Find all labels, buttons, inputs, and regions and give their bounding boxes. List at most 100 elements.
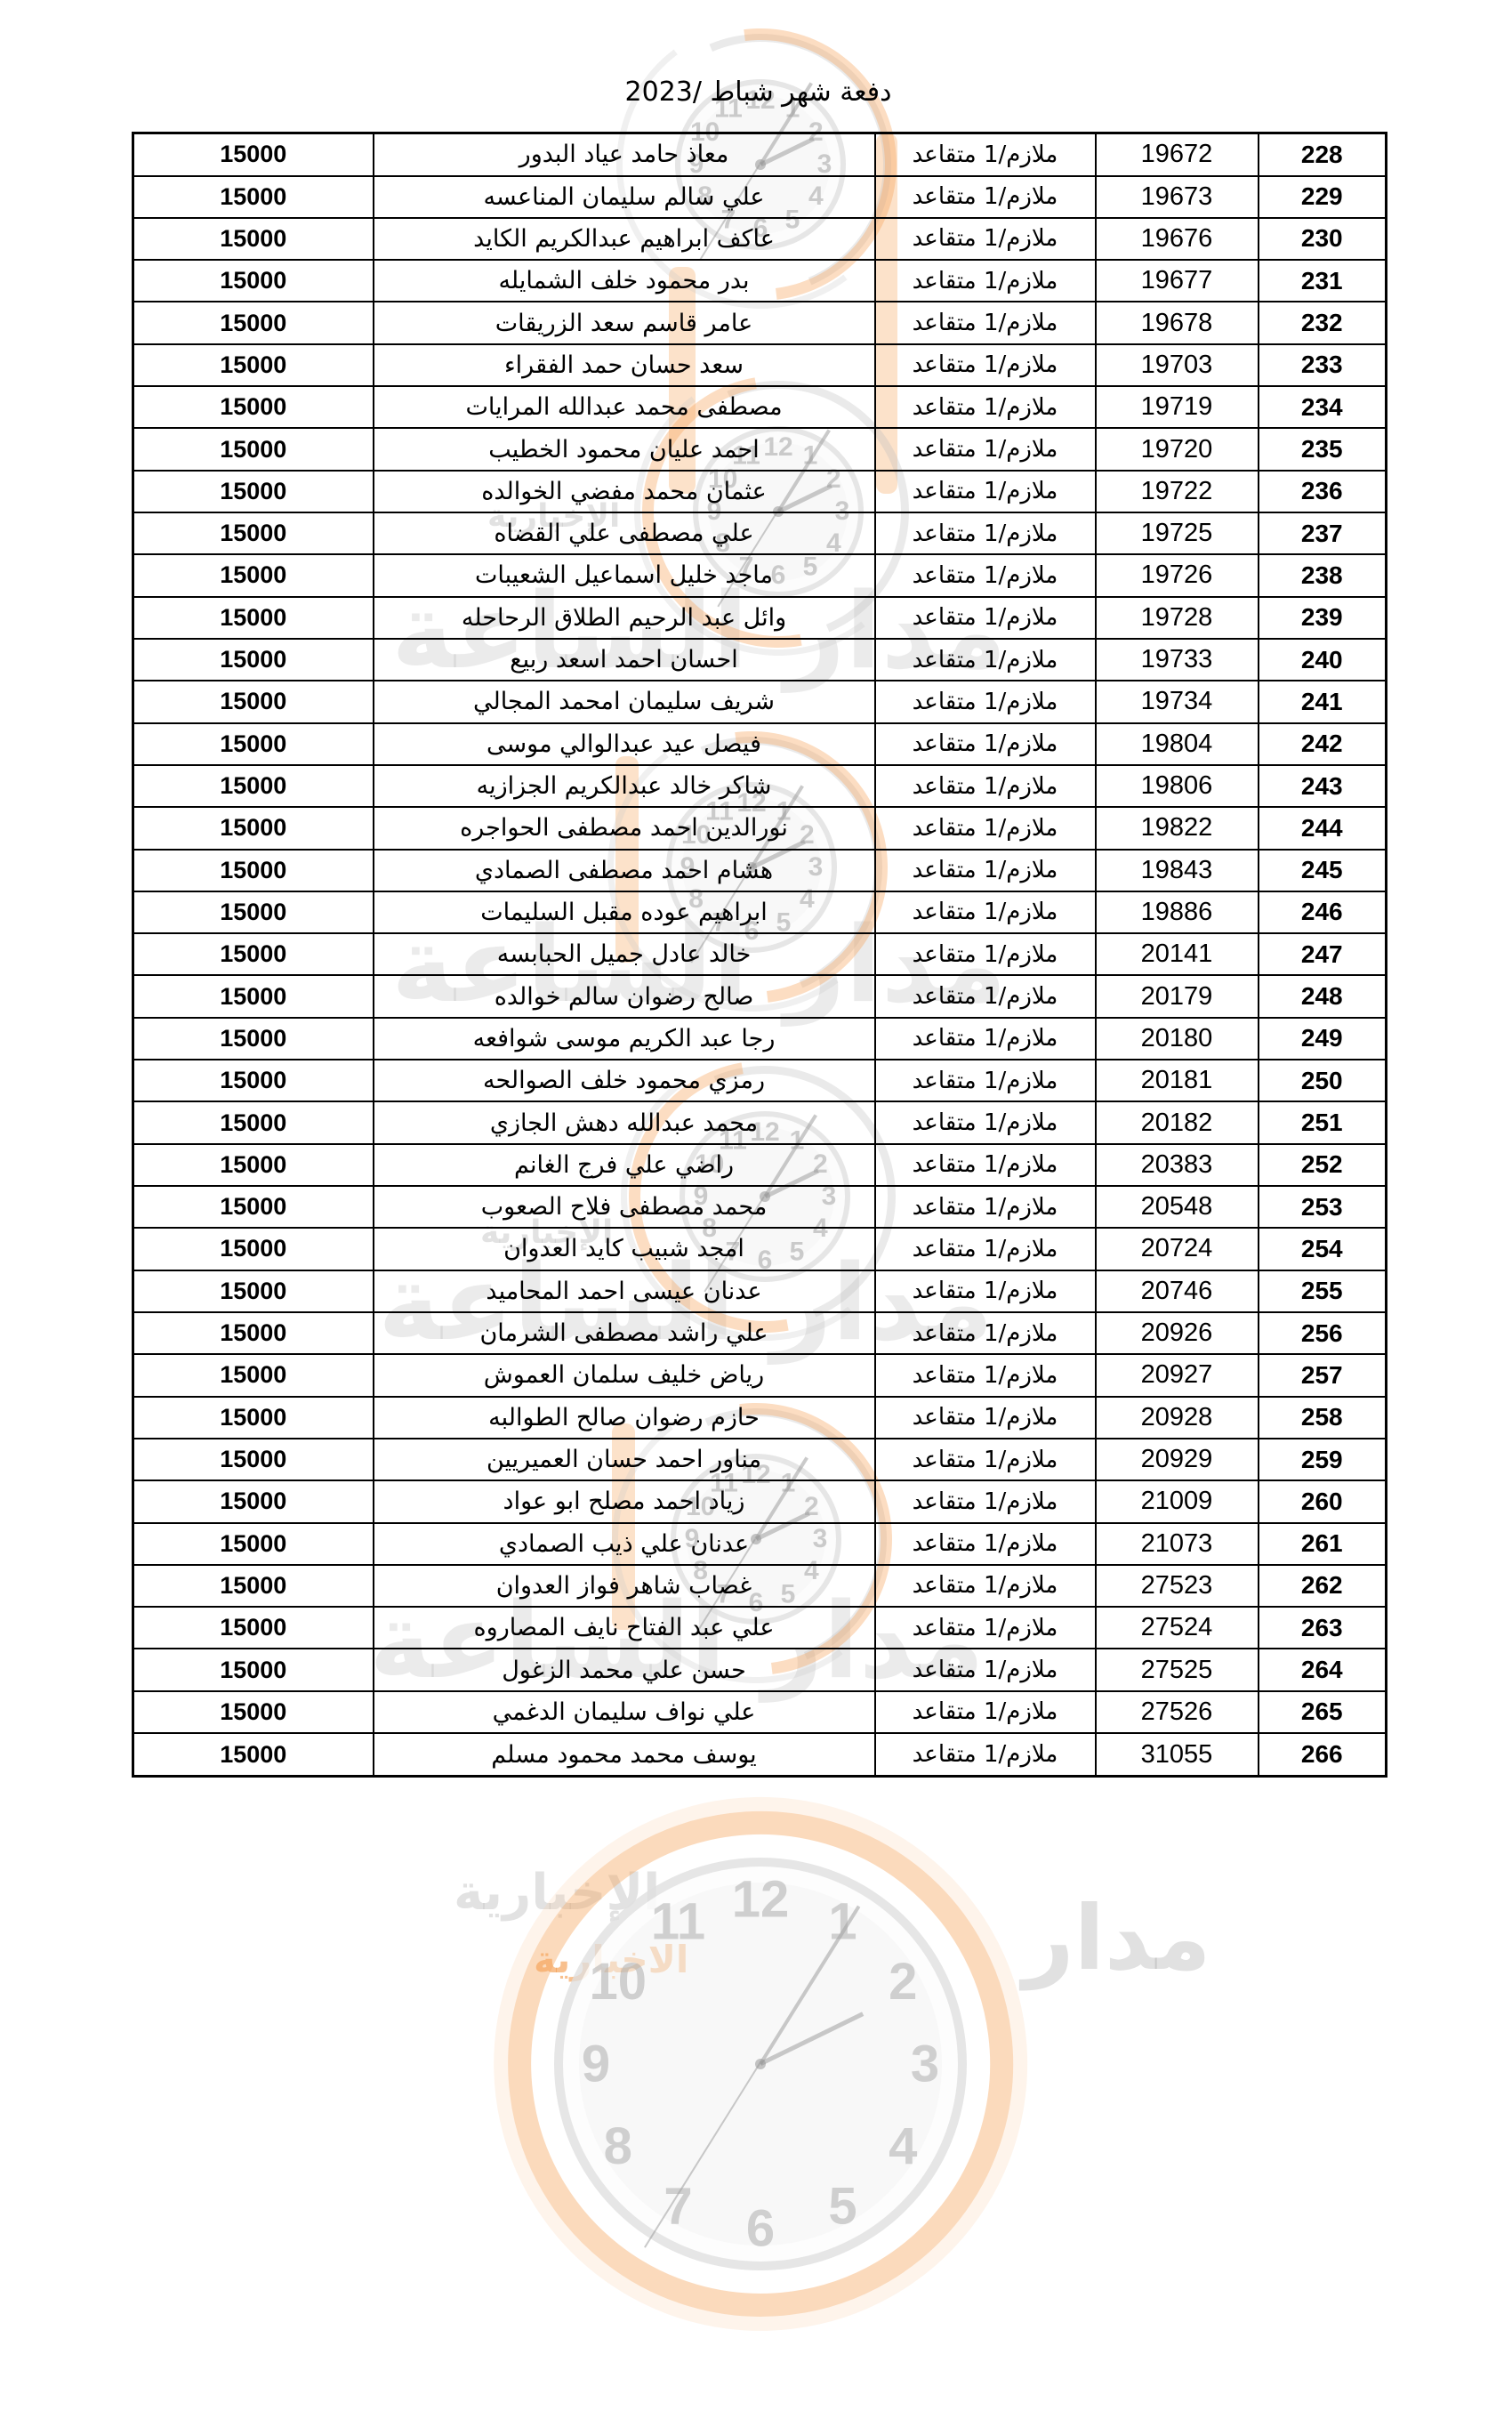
name-cell: علي سالم سليمان المناعسه	[372, 174, 876, 219]
amount-cell: 15000	[132, 132, 374, 177]
name-cell: بدر محمود خلف الشمايله	[372, 259, 876, 303]
id-cell: 20927	[1094, 1353, 1259, 1398]
clock-numeral: 9	[581, 2035, 611, 2093]
serial-cell: 249	[1257, 1016, 1387, 1061]
table-row: 15000 هشام احمد مصطفى الصمادي ملازم/1 مت…	[132, 848, 1387, 892]
clock-numeral: 6	[745, 2199, 776, 2258]
name-cell: مناور احمد حسان العميريين	[372, 1437, 876, 1482]
name-cell: رياض خليف سلمان العموش	[372, 1353, 876, 1398]
serial-cell: 238	[1257, 553, 1387, 598]
serial-cell: 241	[1257, 680, 1387, 724]
rank-cell: ملازم/1 متقاعد	[873, 848, 1097, 892]
amount-cell: 15000	[132, 1059, 374, 1103]
id-cell: 19734	[1094, 680, 1259, 724]
amount-cell: 15000	[132, 1016, 374, 1061]
rank-cell: ملازم/1 متقاعد	[873, 1184, 1097, 1230]
id-cell: 20746	[1094, 1269, 1259, 1313]
amount-cell: 15000	[132, 637, 374, 682]
amount-cell: 15000	[132, 1184, 374, 1230]
id-cell: 19804	[1094, 722, 1259, 766]
rank-cell: ملازم/1 متقاعد	[873, 301, 1097, 345]
rank-cell: ملازم/1 متقاعد	[873, 259, 1097, 303]
table-row: 15000 حسن علي محمد الزغول ملازم/1 متقاعد…	[132, 1648, 1387, 1692]
name-cell: هشام احمد مصطفى الصمادي	[372, 848, 876, 892]
amount-cell: 15000	[132, 1310, 374, 1356]
table-row: 15000 احسان احمد اسعد ربيع ملازم/1 متقاع…	[132, 637, 1387, 682]
name-cell: غصاب شاهر فواز العدوان	[372, 1563, 876, 1609]
serial-cell: 228	[1257, 132, 1387, 177]
amount-cell: 15000	[132, 1563, 374, 1609]
table-row: 15000 رجا عبد الكريم موسى شوافعه ملازم/1…	[132, 1016, 1387, 1061]
serial-cell: 254	[1257, 1227, 1387, 1271]
serial-cell: 232	[1257, 301, 1387, 345]
id-cell: 20179	[1094, 974, 1259, 1019]
id-cell: 20181	[1094, 1059, 1259, 1103]
clock-numeral: 1	[828, 1892, 857, 1951]
document-page: { "page": { "title": "دفعة شهر شباط /202…	[132, 0, 1387, 2419]
serial-cell: 240	[1257, 637, 1387, 682]
serial-cell: 243	[1257, 763, 1387, 809]
clock-watermark-large: 12 1 2 3 4 5 6 7 8 9 10 11	[406, 1709, 1115, 2419]
amount-cell: 15000	[132, 1437, 374, 1482]
id-cell: 20928	[1094, 1395, 1259, 1439]
pension-table: 15000 معاذ حامد عياد البدور ملازم/1 متقا…	[132, 132, 1387, 1778]
clock-numeral: 12	[731, 1870, 790, 1929]
name-cell: احسان احمد اسعد ربيع	[372, 637, 876, 682]
rank-cell: ملازم/1 متقاعد	[873, 890, 1097, 935]
clock-face	[554, 1858, 967, 2270]
amount-cell: 15000	[132, 595, 374, 640]
rank-cell: ملازم/1 متقاعد	[873, 1395, 1097, 1439]
name-cell: محمد مصطفى فلاح الصعوب	[372, 1184, 876, 1230]
id-cell: 20926	[1094, 1310, 1259, 1356]
table-row: 15000 ابراهيم عوده مقبل السليمات ملازم/1…	[132, 890, 1387, 935]
name-cell: راضي علي فرج الغانم	[372, 1142, 876, 1188]
rank-cell: ملازم/1 متقاعد	[873, 216, 1097, 262]
name-cell: شريف سليمان امحمد المجالي	[372, 680, 876, 724]
id-cell: 20548	[1094, 1184, 1259, 1230]
id-cell: 20182	[1094, 1101, 1259, 1145]
id-cell: 19806	[1094, 763, 1259, 809]
name-cell: معاذ حامد عياد البدور	[372, 132, 876, 177]
id-cell: 19720	[1094, 427, 1259, 472]
rank-cell: ملازم/1 متقاعد	[873, 806, 1097, 851]
amount-cell: 15000	[132, 1689, 374, 1735]
id-cell: 20383	[1094, 1142, 1259, 1188]
id-cell: 19678	[1094, 301, 1259, 345]
rank-cell: ملازم/1 متقاعد	[873, 553, 1097, 598]
name-cell: حازم رضوان صالح الطوالبه	[372, 1395, 876, 1439]
name-cell: شاكر خالد عبدالكريم الجزازيه	[372, 763, 876, 809]
amount-cell: 15000	[132, 1732, 374, 1778]
amount-cell: 15000	[132, 806, 374, 851]
rank-cell: ملازم/1 متقاعد	[873, 1101, 1097, 1145]
serial-cell: 235	[1257, 427, 1387, 472]
name-cell: عثمان محمد مفضي الخوالده	[372, 469, 876, 514]
table-row: 15000 رياض خليف سلمان العموش ملازم/1 متق…	[132, 1353, 1387, 1398]
serial-cell: 264	[1257, 1648, 1387, 1692]
rank-cell: ملازم/1 متقاعد	[873, 1480, 1097, 1524]
rank-cell: ملازم/1 متقاعد	[873, 1310, 1097, 1356]
name-cell: رمزي محمود خلف الصوالحه	[372, 1059, 876, 1103]
id-cell: 21009	[1094, 1480, 1259, 1524]
id-cell: 20141	[1094, 932, 1259, 977]
name-cell: علي راشد مصطفى الشرمان	[372, 1310, 876, 1356]
rank-cell: ملازم/1 متقاعد	[873, 1269, 1097, 1313]
table-row: 15000 احمد عليان محمود الخطيب ملازم/1 مت…	[132, 427, 1387, 472]
name-cell: رجا عبد الكريم موسى شوافعه	[372, 1016, 876, 1061]
table-row: 15000 محمد عبدالله دهش الجازي ملازم/1 مت…	[132, 1101, 1387, 1145]
name-cell: علي مصطفى علي القضاه	[372, 511, 876, 556]
table-row: 15000 فيصل عيد عبدالوالي موسى ملازم/1 مت…	[132, 722, 1387, 766]
table-row: 15000 عدنان علي ذيب الصمادي ملازم/1 متقا…	[132, 1521, 1387, 1566]
amount-cell: 15000	[132, 1395, 374, 1439]
name-cell: فيصل عيد عبدالوالي موسى	[372, 722, 876, 766]
id-cell: 27525	[1094, 1648, 1259, 1692]
serial-cell: 231	[1257, 259, 1387, 303]
name-cell: عاكف ابراهيم عبدالكريم الكايد	[372, 216, 876, 262]
serial-cell: 242	[1257, 722, 1387, 766]
amount-cell: 15000	[132, 1353, 374, 1398]
rank-cell: ملازم/1 متقاعد	[873, 763, 1097, 809]
amount-cell: 15000	[132, 680, 374, 724]
id-cell: 27524	[1094, 1606, 1259, 1650]
table-row: 15000 علي سالم سليمان المناعسه ملازم/1 م…	[132, 174, 1387, 219]
rank-cell: ملازم/1 متقاعد	[873, 1227, 1097, 1271]
serial-cell: 248	[1257, 974, 1387, 1019]
